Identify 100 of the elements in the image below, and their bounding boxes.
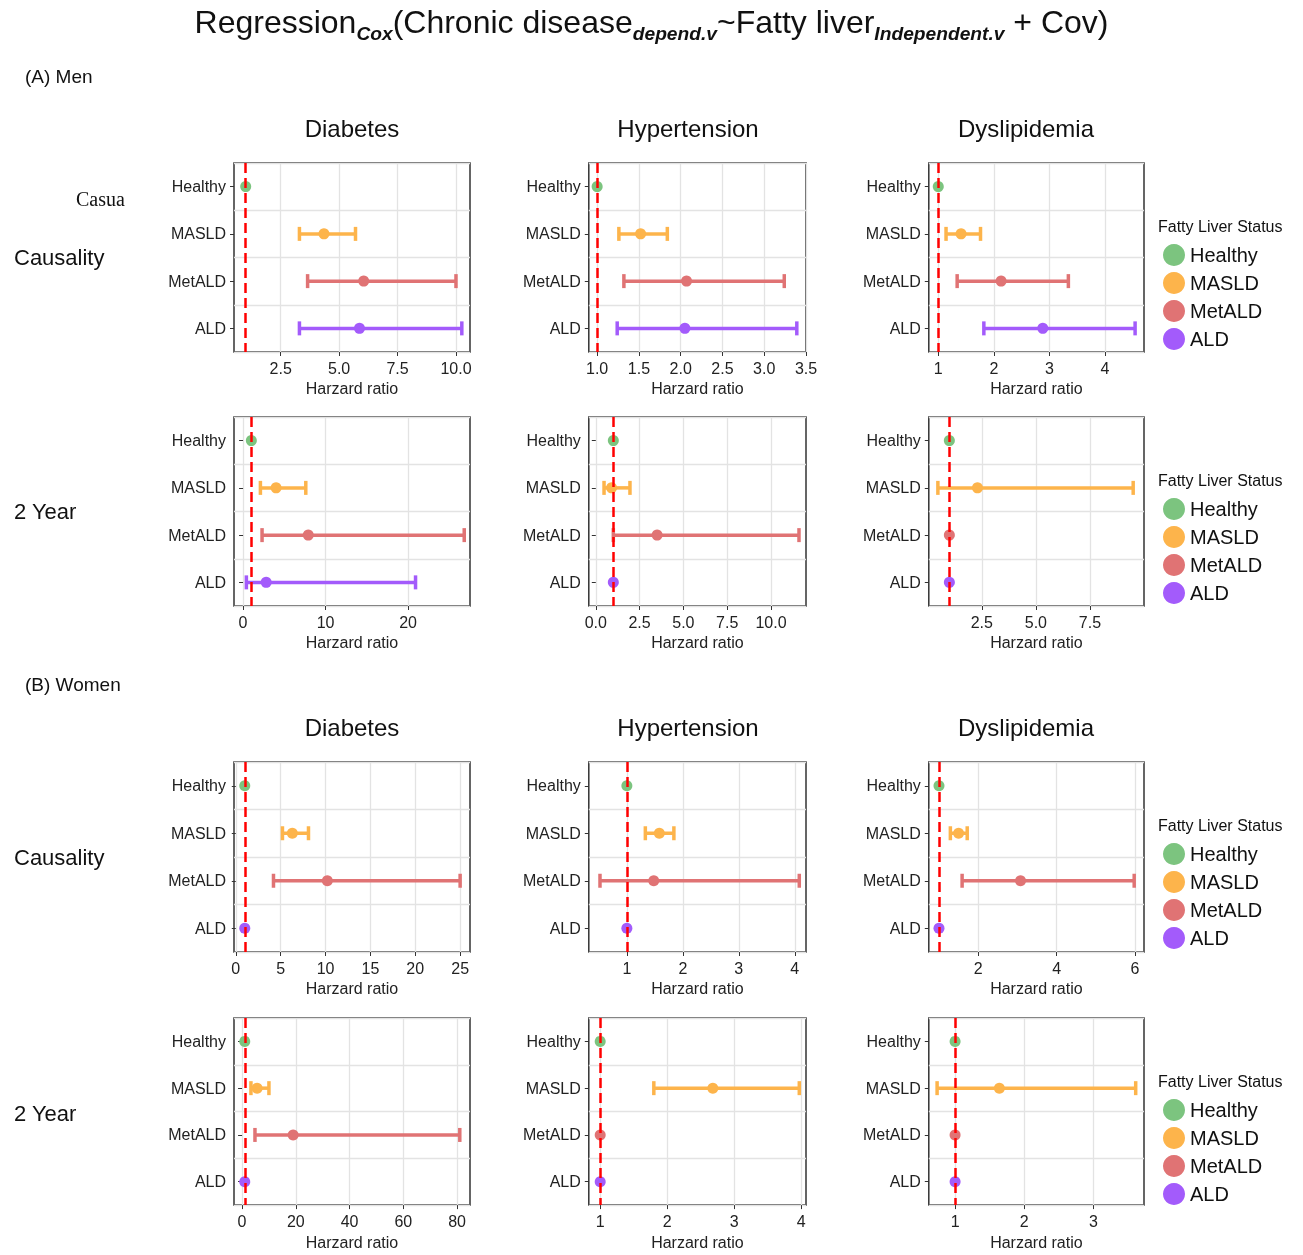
x-tick-label: 3 [1045,359,1055,377]
legend-label: ALD [1190,927,1229,949]
y-tick-label: ALD [549,573,581,591]
x-tick-label: 2 [989,359,999,377]
y-tick-label: MetALD [863,272,921,290]
x-tick-label: 10.0 [440,359,472,377]
point [270,482,282,494]
legend-title: Fatty Liver Status [1158,816,1283,834]
chart-title: Hypertension [617,713,759,741]
x-tick-label: 3 [729,1212,739,1230]
y-tick-label: ALD [194,919,226,937]
legend-title: Fatty Liver Status [1158,217,1283,235]
legend-label: MetALD [1190,899,1263,921]
legend-label: Healthy [1190,843,1258,865]
x-axis-title: Harzard ratio [305,634,399,652]
y-tick-label: ALD [194,1173,226,1191]
point [318,228,330,240]
legend-label: MASLD [1190,272,1259,294]
x-axis-title: Harzard ratio [651,980,744,998]
legend-label: ALD [1190,1183,1229,1205]
y-tick-label: ALD [194,573,226,591]
x-tick-label: 15 [361,959,380,977]
x-tick-label: 7.5 [386,359,409,377]
y-tick-label: Healthy [866,1032,921,1050]
y-tick-label: MASLD [170,824,226,842]
chart-title: Hypertension [617,114,759,142]
x-tick-label: 1 [595,1212,605,1230]
x-tick-label: 10 [316,959,335,977]
y-tick-label: ALD [889,919,921,937]
y-tick-label: ALD [889,1173,921,1191]
legend-title: Fatty Liver Status [1158,471,1283,489]
y-tick-label: MASLD [525,824,581,842]
y-tick-label: Healthy [526,777,581,795]
x-tick-label: 5.0 [328,359,351,377]
x-tick-label: 25 [451,959,470,977]
text: Casua [76,188,125,211]
y-tick-label: Healthy [866,777,921,795]
x-tick-label: 5.0 [672,613,695,631]
x-tick-label: 2 [973,959,983,977]
y-tick-label: Healthy [526,1032,581,1050]
legend-label: MetALD [1190,1155,1263,1177]
x-tick-label: 3 [1089,1212,1099,1230]
y-tick-label: MASLD [170,479,226,497]
y-tick-label: MetALD [168,272,226,290]
x-axis-title: Harzard ratio [651,380,744,398]
y-tick-label: Healthy [171,178,226,196]
y-axis-title: Causality [14,844,105,870]
x-tick-label: 3 [734,959,744,977]
legend-title: Fatty Liver Status [1158,1072,1283,1090]
y-tick-label: MASLD [525,225,581,243]
x-tick-label: 0 [238,613,248,631]
y-tick-label: MetALD [863,872,921,890]
y-tick-label: ALD [194,319,226,337]
x-tick-label: 4 [796,1212,806,1230]
y-tick-label: MetALD [863,526,921,544]
x-tick-label: 1.0 [586,359,609,377]
point [1037,322,1049,334]
y-tick-label: Healthy [526,178,581,196]
x-axis-title: Harzard ratio [990,980,1083,998]
y-tick-label: MASLD [865,479,921,497]
x-axis-title: Harzard ratio [651,1233,744,1251]
x-tick-label: 2.5 [970,613,994,631]
x-tick-label: 2 [678,959,688,977]
x-tick-label: 2.0 [669,359,692,377]
point [679,322,691,334]
x-tick-label: 2 [1019,1212,1029,1230]
text: (A) Men [25,66,93,88]
chart-title: Diabetes [304,713,400,741]
x-tick-label: 20 [399,613,418,631]
x-axis-title: Harzard ratio [990,1233,1083,1251]
x-axis-title: Harzard ratio [305,380,399,398]
y-tick-label: MASLD [170,1079,226,1097]
x-tick-label: 1.5 [627,359,651,377]
x-tick-label: 6 [1130,959,1140,977]
x-tick-label: 3.5 [794,359,818,377]
x-tick-label: 2 [662,1212,672,1230]
y-axis-title: Causality [14,245,105,270]
x-tick-label: 4 [1052,959,1062,977]
legend-label: Healthy [1190,498,1258,520]
y-tick-label: ALD [549,319,581,337]
y-tick-label: MetALD [168,1126,226,1144]
x-tick-label: 7.5 [1078,613,1102,631]
x-tick-label: 2.5 [628,613,651,631]
legend-label: Healthy [1190,1099,1258,1121]
text: Regression$_{Cox}$(Chronic disease$_{depend.v}$~Fatty liver$_{Independent.v}$ + Cov) [193,4,1110,46]
y-tick-label: Healthy [171,1032,226,1050]
y-tick-label: MASLD [865,824,921,842]
point [358,275,370,287]
y-tick-label: Healthy [171,432,226,450]
point [635,228,647,240]
x-tick-label: 20 [286,1212,305,1230]
y-axis-title: 2 Year [14,499,77,524]
legend-label: ALD [1190,328,1229,350]
y-axis-title: 2 Year [14,1100,77,1126]
x-tick-label: 0.0 [584,613,608,631]
chart-title: Dyslipidemia [957,713,1095,741]
y-tick-label: ALD [889,573,921,591]
y-tick-label: ALD [549,1173,581,1191]
x-tick-label: 4 [790,959,800,977]
y-tick-label: Healthy [171,777,226,795]
